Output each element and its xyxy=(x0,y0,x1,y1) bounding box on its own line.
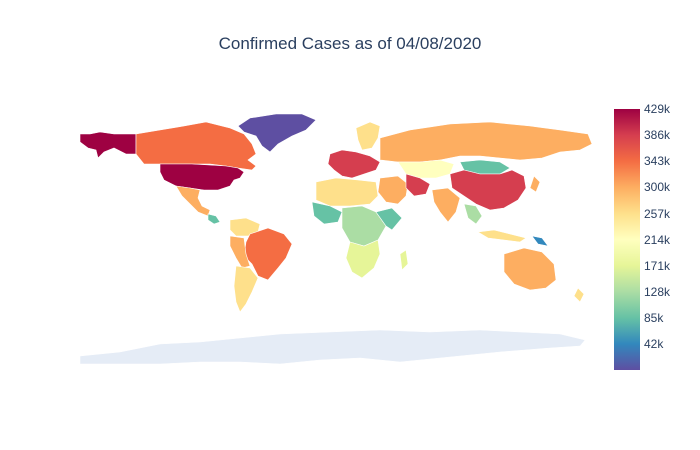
region-indonesia[interactable] xyxy=(477,229,527,243)
region-canada[interactable] xyxy=(135,121,257,171)
region-russia[interactable] xyxy=(379,121,593,163)
region-madagascar[interactable] xyxy=(399,249,409,271)
region-china[interactable] xyxy=(449,169,527,211)
colorbar-gradient xyxy=(614,109,640,370)
map-svg xyxy=(80,113,593,365)
region-southern-africa[interactable] xyxy=(345,239,381,279)
region-middle-east[interactable] xyxy=(377,175,409,205)
region-new-zealand[interactable] xyxy=(573,287,585,303)
region-north-africa[interactable] xyxy=(315,177,379,207)
colorbar-tick-label: 85k xyxy=(644,311,664,326)
region-mexico[interactable] xyxy=(175,185,211,217)
region-scandinavia[interactable] xyxy=(355,121,381,151)
colorbar-tick-label: 300k xyxy=(644,180,671,195)
region-west-africa[interactable] xyxy=(311,201,343,225)
colorbar-tick-label: 343k xyxy=(644,154,671,169)
region-papua[interactable] xyxy=(531,235,549,247)
chart-title: Confirmed Cases as of 04/08/2020 xyxy=(218,34,482,53)
colorbar-tick-label: 42k xyxy=(644,337,664,352)
region-central-america[interactable] xyxy=(207,213,221,225)
region-usa[interactable] xyxy=(159,163,245,191)
world-map[interactable] xyxy=(80,108,600,370)
colorbar-tick-label: 171k xyxy=(644,258,671,273)
colorbar-tick-label: 386k xyxy=(644,128,671,143)
colorbar-tick-label: 429k xyxy=(644,102,671,116)
region-southeast-asia[interactable] xyxy=(463,203,483,225)
region-india[interactable] xyxy=(431,187,461,223)
colorbar-tick-label: 128k xyxy=(644,285,671,300)
region-japan[interactable] xyxy=(529,175,541,193)
colorbar-tick-label: 214k xyxy=(644,232,671,247)
region-argentina-chile[interactable] xyxy=(233,265,259,313)
colorbar-tick-label: 257k xyxy=(644,206,671,221)
region-antarctica[interactable] xyxy=(80,329,586,365)
region-iran[interactable] xyxy=(405,173,431,197)
region-east-africa[interactable] xyxy=(375,207,403,231)
region-greenland[interactable] xyxy=(237,113,317,153)
region-australia[interactable] xyxy=(503,247,557,291)
region-alaska[interactable] xyxy=(80,131,137,159)
region-europe[interactable] xyxy=(327,149,381,179)
colorbar xyxy=(614,109,640,370)
region-peru-bolivia[interactable] xyxy=(229,235,251,269)
